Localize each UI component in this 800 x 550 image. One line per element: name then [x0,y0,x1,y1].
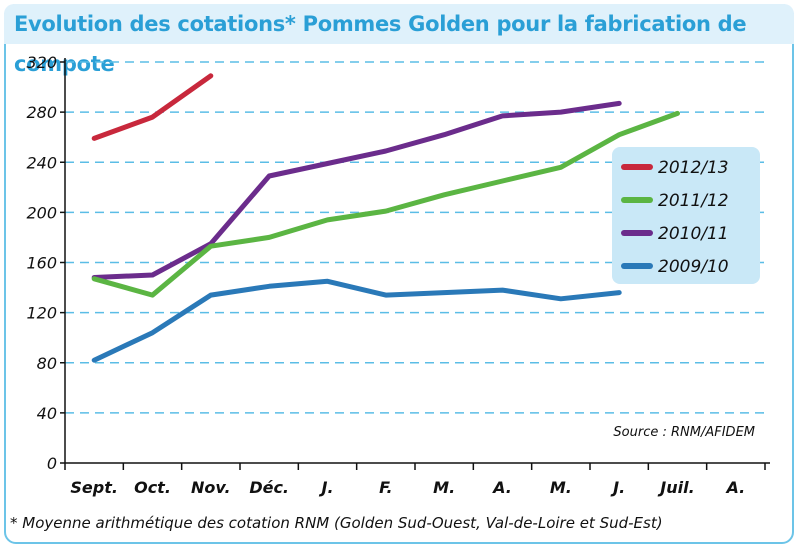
y-tick-label-160: 160 [26,254,57,273]
x-tick-label: Oct. [134,478,171,497]
chart-title: Evolution des cotations* Pommes Golden p… [4,4,794,76]
series-line-2009-10 [91,278,622,363]
series-line-2012-13 [91,73,214,141]
x-tick-label: F. [379,478,392,497]
x-tick-label: Nov. [191,478,231,497]
axes [60,58,770,470]
series-lines [91,73,680,363]
x-tick-label: M. [550,478,572,497]
legend-label-2012-13: 2012/13 [658,158,729,178]
series-line-2011-12 [91,110,680,298]
x-tick-label: A. [724,478,745,497]
source-note: Source : RNM/AFIDEM [613,425,755,440]
x-tick-label: J. [610,478,625,497]
x-tick-label: Juil. [657,478,694,497]
y-tick-label-40: 40 [37,404,57,423]
legend-label-2009-10: 2009/10 [658,257,729,277]
series-line-2010-11 [91,100,622,280]
legend-box [612,147,760,284]
footnote: * Moyenne arithmétique des cotation RNM … [10,514,663,532]
legend: 2012/13 2011/12 2010/11 2009/10 [612,147,760,284]
y-tick-label-120: 120 [26,304,57,323]
legend-label-2011-12: 2011/12 [658,191,729,211]
y-tick-labels: 0 40 80 120 160 200 240 280 320 [26,53,57,473]
x-tick-label: Déc. [249,478,289,497]
x-tick-label: A. [491,478,512,497]
y-tick-label-280: 280 [26,103,57,122]
y-tick-label-320: 320 [26,53,57,72]
x-tick-labels: Sept. Oct. Nov. Déc. J. F. M. A. M. J. Juil. A. [70,478,745,497]
y-tick-label-0: 0 [47,454,57,473]
y-tick-label-80: 80 [37,354,57,373]
y-tick-label-200: 200 [26,203,57,222]
y-tick-label-240: 240 [26,153,57,172]
legend-label-2010-11: 2010/11 [658,224,729,244]
x-tick-label: M. [433,478,455,497]
x-tick-label: J. [318,478,333,497]
x-tick-label: Sept. [70,478,118,497]
